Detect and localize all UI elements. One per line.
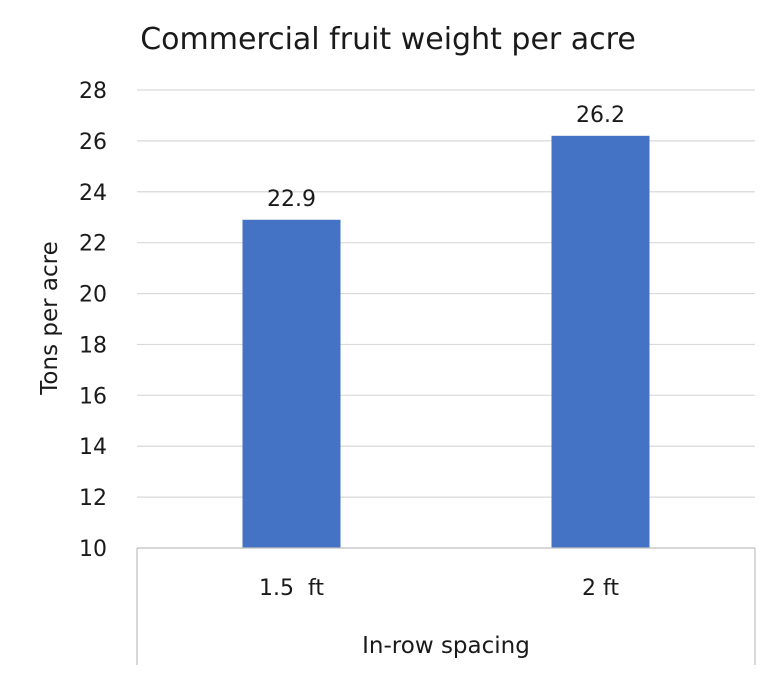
y-tick-label: 12 xyxy=(79,486,107,511)
x-category-label: 1.5 ft xyxy=(259,576,324,601)
y-tick-label: 22 xyxy=(79,232,107,257)
data-label: 26.2 xyxy=(576,103,625,128)
data-labels: 22.9 26.2 xyxy=(267,103,625,212)
y-tick-label: 28 xyxy=(79,79,107,104)
y-tick-label: 24 xyxy=(79,181,107,206)
data-label: 22.9 xyxy=(267,187,316,212)
y-tick-label: 18 xyxy=(79,333,107,358)
x-axis-title: In-row spacing xyxy=(362,633,530,659)
y-tick-label: 26 xyxy=(79,130,107,155)
y-axis-title: Tons per acre xyxy=(37,241,63,395)
y-tick-label: 20 xyxy=(79,283,107,308)
chart-title: Commercial fruit weight per acre xyxy=(140,22,636,57)
bar xyxy=(242,219,341,548)
y-tick-label: 16 xyxy=(79,384,107,409)
gridlines xyxy=(137,89,755,498)
x-axis-frame xyxy=(136,547,756,665)
x-category-label: 2 ft xyxy=(582,576,619,601)
y-tick-label: 10 xyxy=(79,537,107,562)
x-axis-category-labels: 1.5 ft 2 ft xyxy=(259,576,619,601)
bars xyxy=(242,135,650,549)
bar xyxy=(551,135,650,549)
y-axis-tick-labels: 10 12 14 16 18 20 22 24 26 28 xyxy=(79,79,107,562)
y-tick-label: 14 xyxy=(79,435,107,460)
